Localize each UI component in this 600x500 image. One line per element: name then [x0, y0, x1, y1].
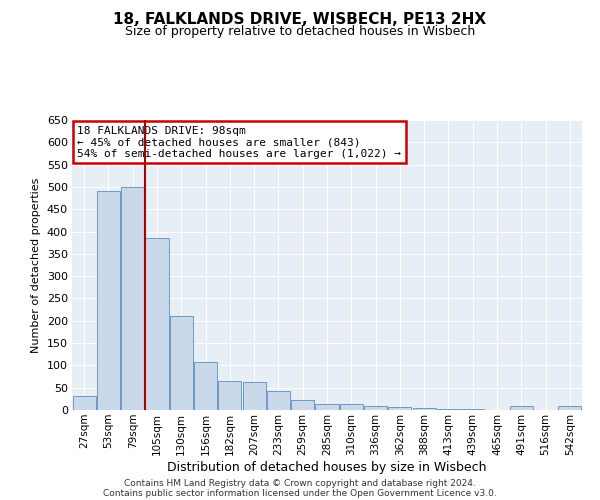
- Bar: [97, 192, 120, 410]
- Bar: [316, 404, 338, 410]
- Text: Contains HM Land Registry data © Crown copyright and database right 2024.: Contains HM Land Registry data © Crown c…: [124, 480, 476, 488]
- Bar: [121, 187, 144, 410]
- Bar: [145, 238, 169, 410]
- Bar: [170, 316, 193, 410]
- Bar: [218, 381, 241, 410]
- Bar: [437, 408, 460, 410]
- Bar: [291, 400, 314, 410]
- Text: 18 FALKLANDS DRIVE: 98sqm
← 45% of detached houses are smaller (843)
54% of semi: 18 FALKLANDS DRIVE: 98sqm ← 45% of detac…: [77, 126, 401, 159]
- Text: Contains public sector information licensed under the Open Government Licence v3: Contains public sector information licen…: [103, 490, 497, 498]
- Bar: [242, 382, 266, 410]
- Bar: [340, 404, 363, 410]
- Bar: [194, 362, 217, 410]
- Bar: [559, 406, 581, 410]
- Bar: [73, 396, 95, 410]
- Bar: [267, 392, 290, 410]
- Text: Size of property relative to detached houses in Wisbech: Size of property relative to detached ho…: [125, 25, 475, 38]
- Bar: [364, 406, 387, 410]
- Bar: [388, 407, 412, 410]
- Bar: [413, 408, 436, 410]
- Y-axis label: Number of detached properties: Number of detached properties: [31, 178, 41, 352]
- Bar: [461, 409, 484, 410]
- Bar: [510, 406, 533, 410]
- Text: Distribution of detached houses by size in Wisbech: Distribution of detached houses by size …: [167, 461, 487, 474]
- Text: 18, FALKLANDS DRIVE, WISBECH, PE13 2HX: 18, FALKLANDS DRIVE, WISBECH, PE13 2HX: [113, 12, 487, 28]
